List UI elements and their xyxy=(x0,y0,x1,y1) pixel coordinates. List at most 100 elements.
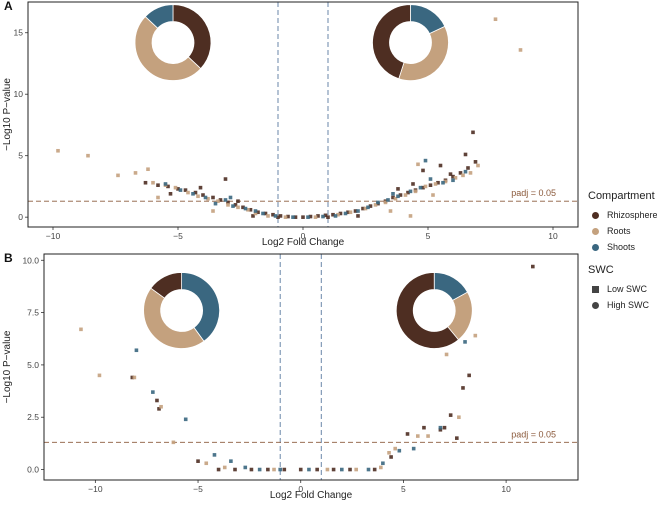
data-point-rhizosphere xyxy=(348,467,352,472)
data-point-roots xyxy=(132,375,137,380)
data-point-roots xyxy=(226,203,230,207)
data-point-roots xyxy=(393,196,398,201)
data-point-rhizosphere xyxy=(396,187,400,191)
data-point-roots xyxy=(457,415,461,420)
data-point-shoots xyxy=(396,194,400,199)
data-point-rhizosphere xyxy=(166,184,170,189)
data-point-roots xyxy=(266,214,270,218)
data-point-shoots xyxy=(441,180,445,185)
data-point-roots xyxy=(133,171,138,175)
data-point-roots xyxy=(79,327,83,332)
data-point-rhizosphere xyxy=(176,187,180,191)
donut-slice-roots xyxy=(398,25,449,81)
x-tick-label: −10 xyxy=(46,231,61,241)
data-point-roots xyxy=(453,176,458,180)
data-point-rhizosphere xyxy=(233,203,238,207)
data-point-rhizosphere xyxy=(168,192,173,196)
y-tick-label: 5.0 xyxy=(27,360,39,370)
plot-area xyxy=(44,254,578,480)
donut-slice-rhizosphere xyxy=(172,4,212,70)
data-point-rhizosphere xyxy=(398,193,403,197)
data-point-shoots xyxy=(231,204,235,208)
data-point-rhizosphere xyxy=(368,204,373,208)
data-point-rhizosphere xyxy=(326,215,330,219)
data-point-shoots xyxy=(243,206,248,211)
data-point-roots xyxy=(408,214,413,218)
data-point-shoots xyxy=(291,215,295,219)
legend-compartment-title: Compartment xyxy=(588,190,655,202)
x-tick-label: 0 xyxy=(298,484,303,494)
data-point-shoots xyxy=(423,158,428,163)
x-tick-label: 10 xyxy=(548,231,558,241)
data-point-rhizosphere xyxy=(531,264,535,269)
y-tick-label: 2.5 xyxy=(27,412,39,422)
x-tick-label: 5 xyxy=(426,231,431,241)
data-point-shoots xyxy=(261,211,265,216)
data-point-rhizosphere xyxy=(473,160,478,164)
donut-chart-1 xyxy=(134,4,212,81)
data-point-rhizosphere xyxy=(298,467,303,472)
data-point-rhizosphere xyxy=(223,177,228,181)
data-point-rhizosphere xyxy=(353,209,358,213)
data-point-rhizosphere xyxy=(315,467,319,472)
data-point-roots xyxy=(387,450,391,455)
data-point-rhizosphere xyxy=(463,152,468,157)
data-point-shoots xyxy=(340,467,344,472)
data-point-rhizosphere xyxy=(438,427,443,432)
data-point-shoots xyxy=(223,198,228,202)
data-point-rhizosphere xyxy=(438,163,443,168)
data-point-rhizosphere xyxy=(266,467,270,472)
data-point-rhizosphere xyxy=(466,166,470,170)
data-point-roots xyxy=(518,48,523,52)
data-point-shoots xyxy=(386,198,390,202)
data-point-roots xyxy=(388,209,393,213)
donut-slice-roots xyxy=(134,15,202,81)
data-point-roots xyxy=(156,195,160,200)
data-point-roots xyxy=(393,446,398,451)
data-point-roots xyxy=(416,434,420,438)
legend-item-shoots: Shoots xyxy=(588,239,657,255)
data-point-rhizosphere xyxy=(216,467,221,472)
data-point-shoots xyxy=(321,214,325,219)
y-axis-title: −Log10 P−value xyxy=(2,330,13,403)
data-point-roots xyxy=(236,205,240,210)
data-point-rhizosphere xyxy=(448,413,453,417)
data-point-roots xyxy=(383,200,388,205)
data-point-roots xyxy=(416,162,420,167)
data-point-rhizosphere xyxy=(276,215,280,219)
data-point-rhizosphere xyxy=(422,425,426,430)
data-point-rhizosphere xyxy=(271,212,275,217)
data-point-rhizosphere xyxy=(451,174,455,179)
data-point-rhizosphere xyxy=(248,207,253,212)
donut-slice-rhizosphere xyxy=(372,4,411,80)
data-point-rhizosphere xyxy=(201,193,205,197)
square-marker-icon xyxy=(592,285,599,293)
data-point-rhizosphere xyxy=(278,214,283,218)
data-point-roots xyxy=(336,212,340,217)
data-point-rhizosphere xyxy=(461,386,465,390)
data-point-rhizosphere xyxy=(405,432,410,436)
legend-label-rhizosphere: Rhizosphere xyxy=(607,210,657,220)
data-point-rhizosphere xyxy=(196,459,200,463)
panel-label: B xyxy=(4,251,13,265)
data-point-rhizosphere xyxy=(458,171,463,175)
data-point-rhizosphere xyxy=(256,210,260,215)
data-point-roots xyxy=(173,185,178,190)
legend-swatch-roots xyxy=(592,227,599,235)
y-tick-label: 0.0 xyxy=(27,465,39,475)
data-point-rhizosphere xyxy=(157,407,161,411)
legend-item-roots: Roots xyxy=(588,223,657,239)
data-point-rhizosphere xyxy=(286,214,290,219)
data-point-rhizosphere xyxy=(282,467,287,472)
plot-frame xyxy=(27,1,579,228)
legend-compartment: Compartment Rhizosphere Roots Shoots xyxy=(588,190,657,255)
donut-slice-roots xyxy=(143,287,205,349)
data-point-roots xyxy=(461,173,465,178)
data-point-rhizosphere xyxy=(331,467,336,472)
data-point-roots xyxy=(253,211,258,216)
data-point-rhizosphere xyxy=(233,467,237,472)
y-axis-title: −Log10 P−value xyxy=(2,78,13,151)
data-point-roots xyxy=(373,203,378,207)
data-point-shoots xyxy=(273,214,278,218)
data-point-roots xyxy=(206,196,210,201)
